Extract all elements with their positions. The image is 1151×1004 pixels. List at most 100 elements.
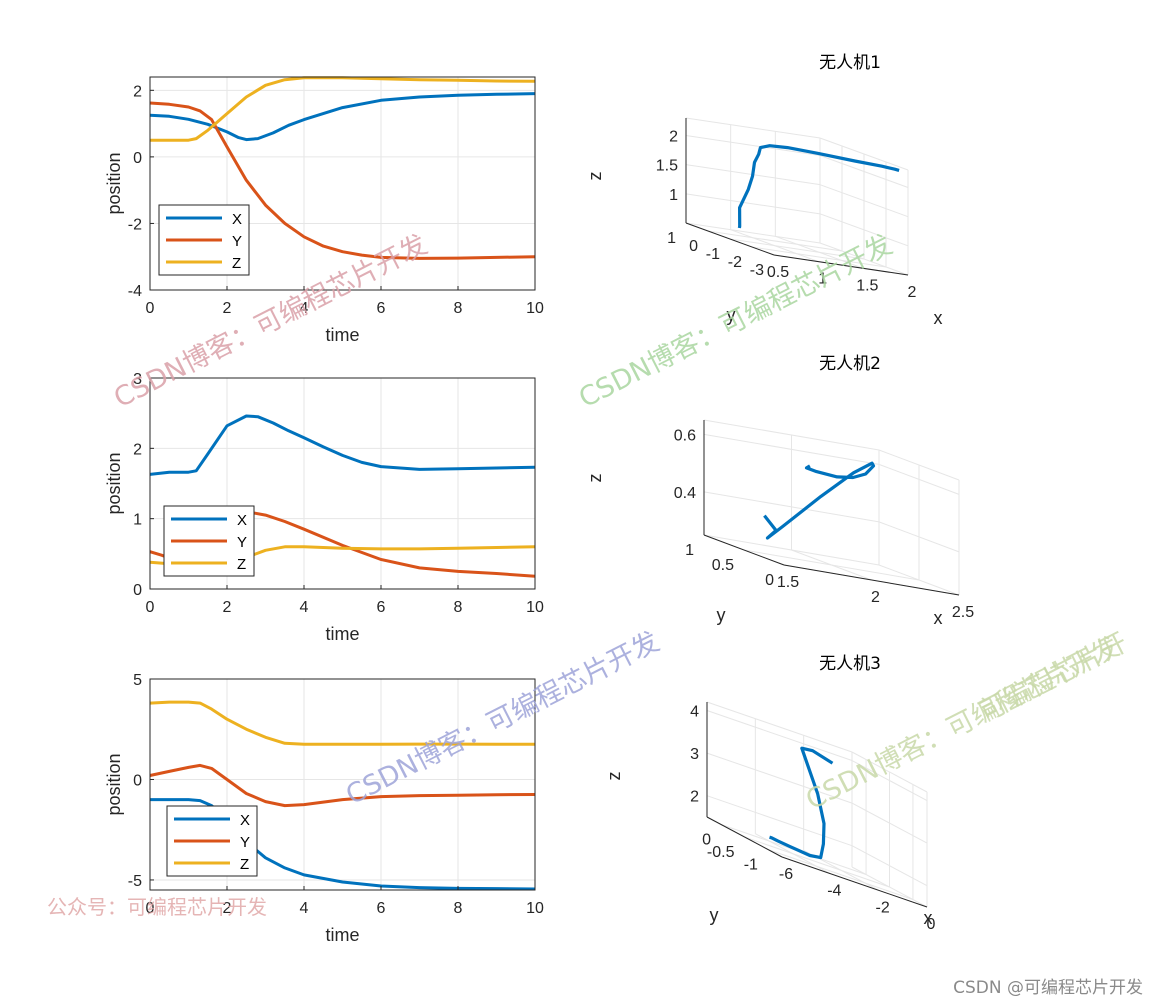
time-plot-1: 0 2 4 6 8 10 -4 -2 0 2 time position XYZ: [104, 76, 544, 345]
x-tick-label: 10: [526, 900, 544, 917]
wall-gridline: [878, 463, 960, 495]
z-tick-label: 3: [690, 746, 699, 763]
legend-label-y: Y: [237, 534, 247, 551]
floor-gridline: [751, 246, 887, 268]
watermark-text: 公众号：可编程芯片开发: [47, 895, 267, 919]
floor-gridline: [685, 222, 821, 244]
x-tick-label: 1: [818, 271, 827, 288]
footer-credit: CSDN @可编程芯片开发: [953, 978, 1143, 998]
legend-label-z: Z: [240, 856, 249, 873]
trajectory-line: [737, 144, 900, 229]
x-tick-label: 2: [223, 300, 232, 317]
x-axis-line: [773, 254, 909, 276]
y-tick-label: 0: [689, 238, 698, 255]
x-tick-label: 4: [300, 900, 309, 917]
y-axis-line: [703, 534, 785, 566]
x-tick-label: 8: [454, 900, 463, 917]
y-tick-label: -0.5: [707, 844, 735, 861]
x-tick-label: 1.5: [777, 574, 799, 591]
y-tick-label: 0.5: [712, 557, 734, 574]
series-line-y: [149, 763, 536, 808]
axes-box: [149, 377, 536, 590]
legend: XYZ: [158, 204, 250, 276]
wall-gridline: [819, 155, 909, 188]
y-axis-line: [685, 222, 775, 256]
legend-label-x: X: [232, 211, 242, 228]
x-tick-label: 4: [300, 599, 309, 616]
plot-title: 无人机3: [819, 654, 881, 674]
series-line-z: [149, 700, 535, 746]
x-tick-label: 2: [908, 284, 917, 301]
x-tick-label: -4: [827, 883, 841, 900]
wall-edge: [819, 137, 909, 171]
y-tick-label: 0: [765, 572, 774, 589]
y-tick-label: 0: [133, 150, 142, 167]
legend-label-x: X: [240, 812, 250, 829]
wall-gridline: [685, 193, 821, 215]
x-axis-label: x: [924, 908, 933, 928]
watermark-text: CSDN博客：可编程芯片开发: [109, 229, 432, 414]
x-axis-line: [781, 856, 928, 908]
x-axis-label: x: [934, 308, 943, 328]
watermark-text: 可编程芯片开: [974, 627, 1132, 728]
z-axis-label: z: [585, 172, 605, 181]
axes-box: [149, 678, 536, 891]
axes-box: [149, 76, 536, 291]
wall-gridline: [851, 845, 928, 887]
x-tick-label: -2: [876, 899, 890, 916]
y-tick-label: -5: [128, 873, 142, 890]
x-tick-label: 0.5: [767, 264, 789, 281]
y-tick-label: 0: [133, 772, 142, 789]
x-tick-label: -6: [779, 866, 793, 883]
wall-gridline: [706, 752, 853, 804]
series-line-x: [150, 798, 536, 891]
series-line-y: [149, 101, 536, 260]
y-tick-label: 3: [133, 371, 142, 388]
legend-label-z: Z: [232, 255, 241, 272]
z-axis-label: z: [585, 474, 605, 483]
wall-gridline: [851, 760, 928, 801]
y-axis-label: y: [710, 905, 719, 925]
z-tick-label: 1.5: [656, 158, 678, 175]
z-tick-label: 2: [669, 129, 678, 146]
x-tick-label: 6: [377, 599, 386, 616]
x-tick-label: 0: [146, 900, 155, 917]
y-tick-label: 2: [133, 441, 142, 458]
x-tick-label: 10: [526, 599, 544, 616]
plot-title: 无人机2: [819, 354, 881, 374]
wall-edge: [878, 449, 960, 481]
y-tick-label: 0: [133, 582, 142, 599]
y-tick-label: 5: [133, 672, 142, 689]
y-tick-label: -2: [728, 254, 742, 271]
trajectory-line: [769, 746, 834, 860]
y-axis-label: y: [717, 605, 726, 625]
x-tick-label: 6: [377, 900, 386, 917]
x-tick-label: 10: [526, 300, 544, 317]
y-tick-label: -4: [128, 283, 142, 300]
x-tick-label: 1.5: [856, 277, 878, 294]
floor-gridline: [767, 849, 914, 900]
x-axis-label: time: [325, 624, 359, 644]
y-tick-label: 1: [133, 512, 142, 529]
wall-gridline: [878, 521, 960, 553]
y-tick-label: -1: [744, 857, 758, 874]
y-axis-label: y: [727, 305, 736, 325]
series-line-x: [149, 414, 536, 476]
y-axis-line: [706, 816, 783, 858]
series-line-z: [150, 76, 536, 142]
legend: XYZ: [163, 505, 255, 577]
watermark-text: CSDN博客：可编程芯片开发: [341, 626, 664, 811]
x-axis-label: time: [325, 325, 359, 345]
x-tick-label: 2: [223, 900, 232, 917]
z-axis-label: z: [604, 772, 624, 781]
y-tick-label: 2: [133, 83, 142, 100]
x-axis-label: time: [325, 925, 359, 945]
wall-gridline: [703, 433, 880, 465]
x-tick-label: 0: [927, 916, 936, 933]
x-tick-label: 2: [871, 589, 880, 606]
y-tick-label: 1: [685, 542, 694, 559]
